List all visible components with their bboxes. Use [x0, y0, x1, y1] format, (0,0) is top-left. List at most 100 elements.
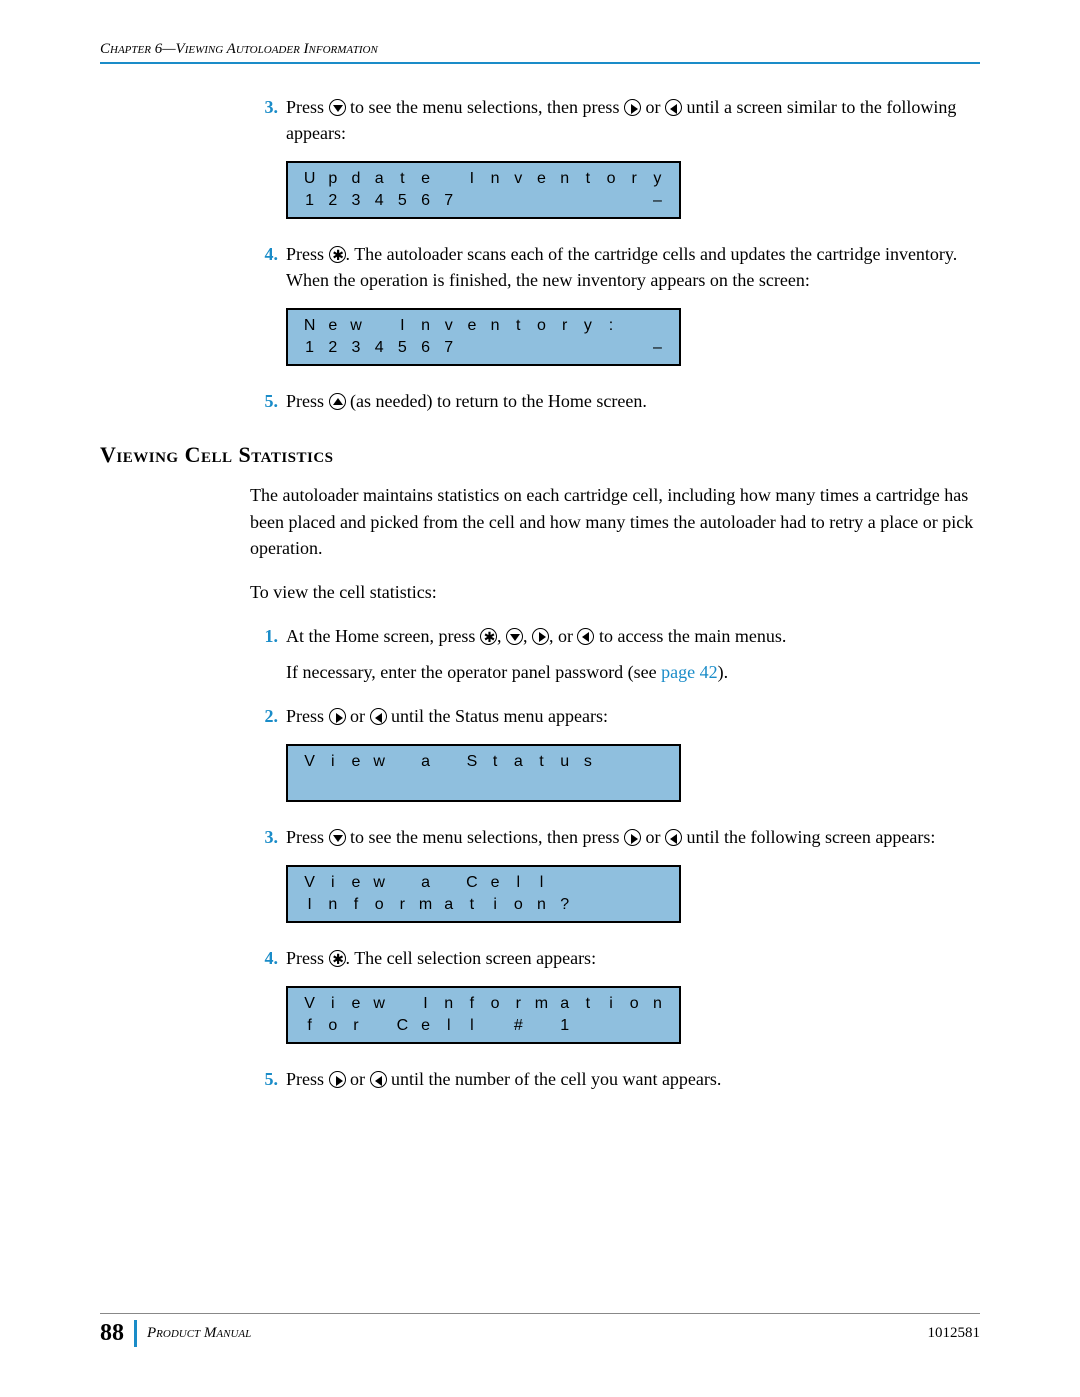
enter-icon — [480, 628, 497, 645]
lcd-cell: d — [344, 170, 367, 188]
page-header: Chapter 6—Viewing Autoloader Information — [100, 40, 980, 64]
lcd-cell: o — [530, 317, 553, 335]
lcd-cell: f — [460, 995, 483, 1013]
step-number: 3. — [250, 824, 278, 850]
lcd-cell: V — [298, 753, 321, 771]
lcd-cell: 1 — [553, 1017, 576, 1035]
lcd-cell: t — [576, 995, 599, 1013]
lcd-cell: r — [391, 896, 414, 914]
step-3: 3. Press to see the menu selections, the… — [250, 94, 980, 146]
lcd-cell: i — [599, 995, 622, 1013]
step-text: At the Home screen, press , , , or to ac… — [286, 623, 980, 649]
down-arrow-icon — [506, 628, 523, 645]
lcd-cell: I — [298, 896, 321, 914]
lcd-display-4: ViewaCellInformation? — [286, 865, 681, 923]
lcd-row: Information? — [298, 894, 669, 916]
lcd-cell: s — [576, 753, 599, 771]
right-arrow-icon — [532, 628, 549, 645]
lcd-cell: 4 — [368, 339, 391, 357]
lcd-cell: e — [414, 170, 437, 188]
step-number: 1. — [250, 623, 278, 649]
lcd-row: ViewaCell — [298, 872, 669, 894]
chapter-title: Chapter 6—Viewing Autoloader Information — [100, 41, 378, 57]
lcd-cell: t — [507, 317, 530, 335]
step-number: 3. — [250, 94, 278, 146]
lcd-row: 1234567– — [298, 190, 669, 212]
lcd-cell: a — [414, 874, 437, 892]
step-4: 4. Press . The autoloader scans each of … — [250, 241, 980, 293]
lcd-cell: v — [507, 170, 530, 188]
lcd-cell: f — [298, 1017, 321, 1035]
lcd-cell: y — [576, 317, 599, 335]
step-number: 4. — [250, 241, 278, 293]
lcd-cell: C — [391, 1017, 414, 1035]
step-b1: 1. At the Home screen, press , , , or to… — [250, 623, 980, 649]
left-arrow-icon — [665, 829, 682, 846]
lcd-cell: e — [460, 317, 483, 335]
step-b2: 2. Press or until the Status menu appear… — [250, 703, 980, 729]
lcd-cell: w — [344, 317, 367, 335]
lcd-row: ViewaStatus — [298, 751, 669, 773]
step-number: 5. — [250, 388, 278, 414]
lcd-cell: 3 — [344, 192, 367, 210]
step-number: 5. — [250, 1066, 278, 1092]
page-number: 88 — [100, 1320, 137, 1347]
document-page: Chapter 6—Viewing Autoloader Information… — [0, 0, 1080, 1397]
lcd-cell: n — [646, 995, 669, 1013]
lcd-cell: o — [623, 995, 646, 1013]
lcd-cell: w — [368, 874, 391, 892]
lcd-cell: # — [507, 1017, 530, 1035]
lcd-display-3: ViewaStatus — [286, 744, 681, 802]
lcd-cell: o — [484, 995, 507, 1013]
lcd-cell: 2 — [321, 339, 344, 357]
lcd-row: forCell#1 — [298, 1015, 669, 1037]
step-b3: 3. Press to see the menu selections, the… — [250, 824, 980, 850]
lcd-cell: 5 — [391, 192, 414, 210]
lcd-display-1: UpdateInventory1234567– — [286, 161, 681, 219]
down-arrow-icon — [329, 829, 346, 846]
lcd-cell: r — [623, 170, 646, 188]
lcd-cell: 1 — [298, 192, 321, 210]
lcd-cell: n — [530, 896, 553, 914]
lcd-cell: i — [321, 753, 344, 771]
lcd-cell: l — [437, 1017, 460, 1035]
lcd-cell: n — [414, 317, 437, 335]
step-text: Press or until the Status menu appears: — [286, 703, 980, 729]
lcd-cell: a — [437, 896, 460, 914]
left-arrow-icon — [370, 1071, 387, 1088]
lcd-cell: r — [507, 995, 530, 1013]
page-link[interactable]: page 42 — [661, 662, 717, 682]
lcd-cell: i — [484, 896, 507, 914]
lcd-cell: l — [530, 874, 553, 892]
right-arrow-icon — [329, 1071, 346, 1088]
lcd-cell: S — [460, 753, 483, 771]
lcd-cell: : — [599, 317, 622, 335]
lcd-cell: t — [391, 170, 414, 188]
lcd-cell: w — [368, 753, 391, 771]
lcd-cell: t — [484, 753, 507, 771]
right-arrow-icon — [624, 829, 641, 846]
lcd-cell: e — [530, 170, 553, 188]
lcd-cell: u — [553, 753, 576, 771]
lcd-row: UpdateInventory — [298, 168, 669, 190]
lcd-cell: a — [507, 753, 530, 771]
lcd-cell: e — [414, 1017, 437, 1035]
lcd-row: NewInventory: — [298, 315, 669, 337]
lcd-cell: V — [298, 995, 321, 1013]
lcd-cell: e — [344, 995, 367, 1013]
page-footer: 88 Product Manual 1012581 — [100, 1313, 980, 1347]
step-5: 5. Press (as needed) to return to the Ho… — [250, 388, 980, 414]
step-text: Press to see the menu selections, then p… — [286, 824, 980, 850]
lcd-cell: n — [484, 170, 507, 188]
lcd-cell: v — [437, 317, 460, 335]
footer-title: Product Manual — [147, 1325, 928, 1342]
left-arrow-icon — [577, 628, 594, 645]
lcd-cell: V — [298, 874, 321, 892]
lcd-cell: w — [368, 995, 391, 1013]
lcd-cell: o — [321, 1017, 344, 1035]
lcd-cell: a — [368, 170, 391, 188]
footer-docnum: 1012581 — [928, 1325, 981, 1342]
lcd-cell: I — [391, 317, 414, 335]
right-arrow-icon — [624, 99, 641, 116]
lcd-cell: p — [321, 170, 344, 188]
